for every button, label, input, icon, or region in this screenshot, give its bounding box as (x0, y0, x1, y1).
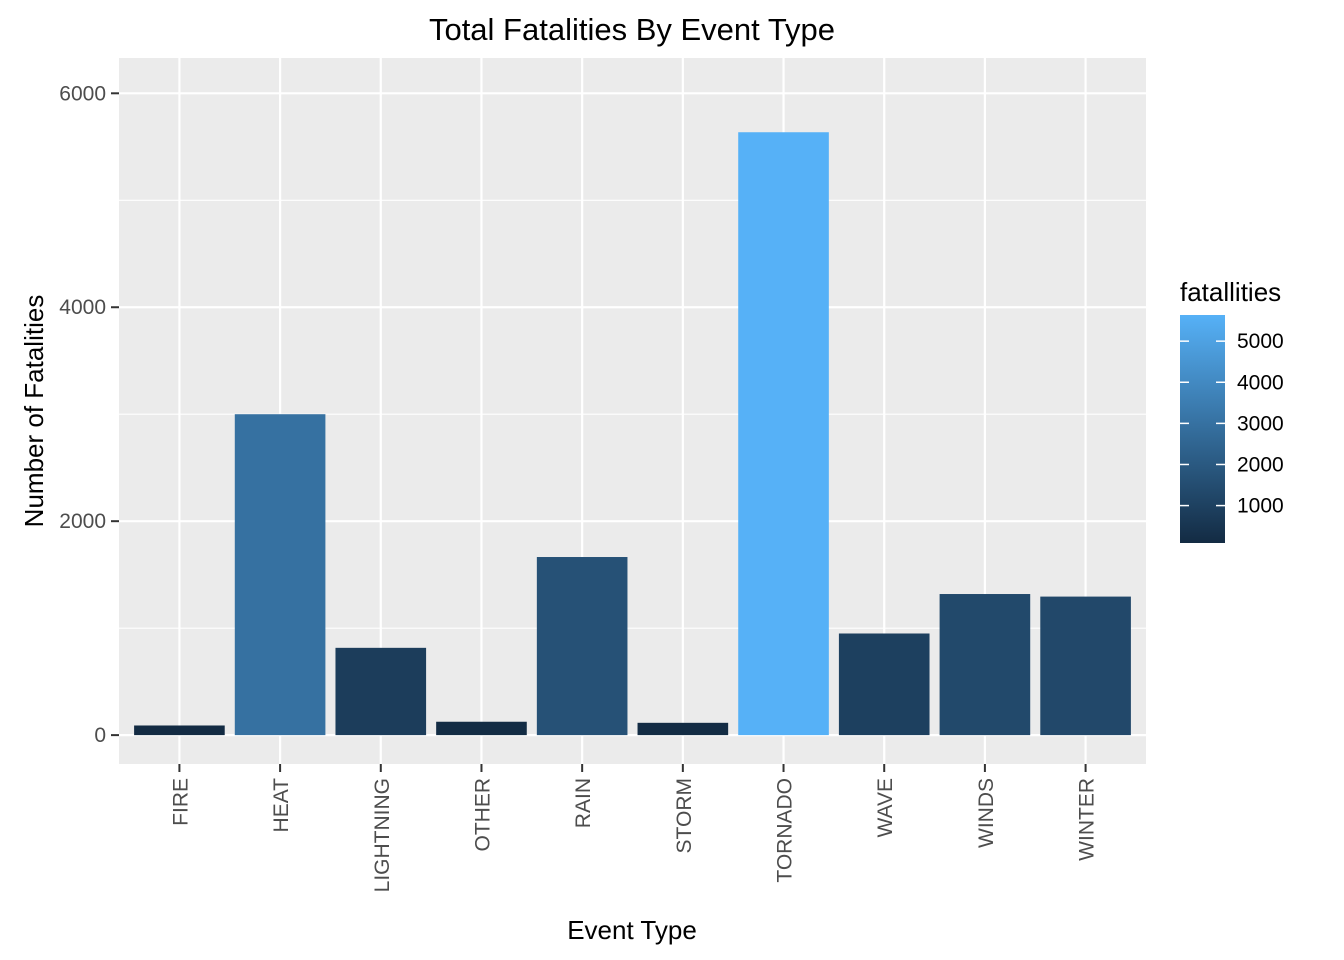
chart-title: Total Fatalities By Event Type (429, 12, 835, 47)
bar-rain (536, 557, 628, 736)
x-tick-label: OTHER (471, 778, 494, 852)
legend-ticks: 1000 2000 3000 4000 5000 (1180, 330, 1284, 518)
y-axis: 0 2000 4000 6000 (59, 82, 119, 747)
bar-lightning (335, 647, 427, 736)
x-axis-title: Event Type (567, 915, 697, 945)
legend-tick-label: 4000 (1237, 371, 1284, 394)
bar-winds (939, 594, 1031, 736)
legend-tick-label: 3000 (1237, 412, 1284, 435)
x-tick-label: LIGHTNING (371, 778, 394, 892)
bar-wave (838, 633, 930, 736)
x-tick-label: STORM (673, 778, 696, 853)
x-tick-label: RAIN (572, 778, 595, 828)
legend-tick-label: 5000 (1237, 330, 1284, 353)
bar-storm (637, 722, 729, 736)
x-tick-label: WINTER (1076, 778, 1099, 861)
legend-colorbar (1180, 315, 1225, 543)
y-tick-label: 4000 (59, 296, 106, 319)
y-tick-label: 2000 (59, 510, 106, 533)
bar-heat (234, 414, 326, 736)
x-tick-label: HEAT (270, 778, 293, 833)
x-tick-label: FIRE (169, 778, 192, 826)
bars (134, 132, 1131, 736)
x-tick-label: WAVE (874, 778, 897, 838)
legend-tick-label: 2000 (1237, 453, 1284, 476)
bar-tornado (738, 132, 829, 736)
bar-other (436, 721, 527, 736)
color-legend: fatallities 1000 2000 3000 4000 5000 (1180, 277, 1284, 543)
y-tick-label: 0 (94, 724, 106, 747)
legend-tick-label: 1000 (1237, 495, 1284, 518)
bar-fire (134, 725, 225, 736)
x-tick-label: WINDS (975, 778, 998, 848)
y-tick-label: 6000 (59, 82, 106, 105)
legend-title: fatallities (1180, 277, 1281, 307)
y-axis-title: Number of Fatalities (19, 295, 49, 528)
bar-winter (1040, 596, 1131, 736)
x-axis: FIRE HEAT LIGHTNING OTHER RAIN STORM TORNADO WA… (169, 764, 1099, 892)
x-tick-label: TORNADO (774, 778, 797, 883)
